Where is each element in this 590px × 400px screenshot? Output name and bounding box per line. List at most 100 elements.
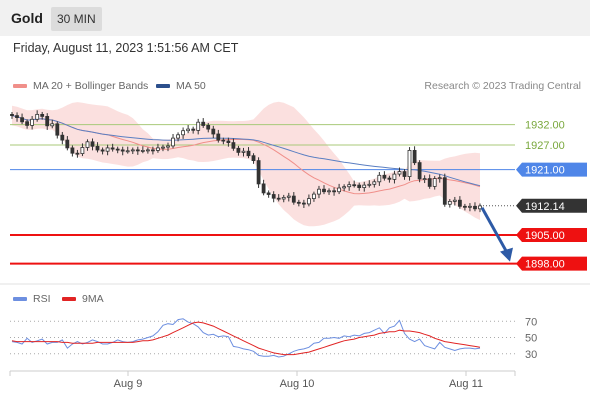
candle-body-10 — [60, 134, 65, 141]
candle-body-6 — [40, 114, 45, 117]
legend-bollinger: MA 20 + Bollinger Bands — [13, 80, 148, 92]
legend-rsi-swatch — [13, 297, 27, 301]
candle-body-67 — [347, 184, 352, 188]
candle-body-43 — [226, 140, 231, 144]
candle-body-29 — [155, 147, 160, 151]
candle-body-35 — [186, 128, 191, 132]
candle-body-85 — [437, 177, 442, 180]
candle-body-33 — [176, 134, 181, 139]
candle-body-72 — [372, 181, 377, 185]
candle-body-80 — [412, 149, 417, 164]
legend-rsi-ma: 9MA — [62, 293, 104, 305]
candle-body-52 — [271, 194, 276, 199]
candle-body-68 — [352, 184, 357, 187]
candle-body-77 — [397, 171, 402, 175]
candle-body-40 — [211, 128, 216, 135]
candle-body-92 — [473, 205, 477, 210]
level-label-1: 1927.00 — [525, 140, 565, 152]
candle-body-0 — [10, 114, 14, 117]
candle-body-2 — [20, 117, 25, 123]
x-tick-label-0: Aug 9 — [114, 378, 143, 390]
candle-body-78 — [402, 171, 407, 177]
candle-body-32 — [171, 137, 175, 147]
legend-ma50-label: MA 50 — [176, 80, 206, 92]
candle-body-45 — [236, 147, 241, 153]
x-tick-label-1: Aug 10 — [280, 378, 315, 390]
candle-body-57 — [296, 201, 301, 204]
candle-body-47 — [246, 150, 251, 157]
candle-body-39 — [206, 125, 211, 130]
legend-ma50: MA 50 — [156, 80, 206, 92]
candle-body-5 — [35, 114, 40, 120]
level-label-5: 1898.00 — [525, 259, 565, 271]
candle-body-86 — [442, 177, 447, 205]
timestamp: Friday, August 11, 2023 1:51:56 AM CET — [13, 41, 239, 55]
x-tick-label-2: Aug 11 — [449, 378, 483, 390]
candle-body-56 — [291, 195, 296, 203]
candle-body-3 — [25, 121, 30, 126]
candle-body-34 — [181, 130, 186, 136]
level-tag-3 — [516, 198, 587, 213]
rsi-tick-1: 50 — [525, 333, 537, 345]
candle-body-49 — [256, 160, 261, 185]
candle-body-25 — [135, 149, 140, 152]
candle-body-19 — [105, 147, 110, 152]
candle-body-73 — [377, 174, 382, 183]
candle-body-81 — [417, 162, 422, 180]
candle-body-69 — [357, 184, 362, 189]
candle-body-59 — [306, 198, 311, 205]
candle-body-44 — [231, 142, 236, 149]
candle-body-7 — [45, 116, 50, 127]
candle-body-28 — [150, 149, 155, 152]
candle-body-17 — [95, 145, 100, 151]
candle-body-62 — [322, 188, 326, 193]
candle-body-54 — [281, 196, 286, 200]
candle-body-74 — [382, 174, 387, 179]
forecast-arrow-head — [500, 247, 513, 262]
candle-body-41 — [216, 133, 221, 141]
candle-body-1 — [15, 115, 19, 118]
legend-ma50-swatch — [156, 84, 170, 88]
candle-body-31 — [166, 145, 170, 148]
candle-body-36 — [191, 128, 196, 131]
rsi-ma-line — [11, 321, 481, 356]
candle-body-55 — [286, 195, 291, 198]
candle-body-23 — [125, 150, 130, 153]
candle-body-38 — [201, 121, 206, 126]
instrument-title: Gold — [11, 10, 43, 26]
bollinger-band — [12, 101, 480, 227]
candle-body-71 — [367, 183, 372, 186]
legend-rsi: RSI — [13, 293, 51, 305]
candle-body-87 — [447, 200, 452, 205]
candle-body-75 — [387, 177, 392, 180]
candle-body-58 — [301, 202, 306, 205]
ma50-line — [11, 115, 481, 187]
level-label-4: 1905.00 — [525, 230, 565, 242]
candle-body-76 — [392, 173, 397, 180]
candle-body-83 — [427, 178, 432, 187]
legend-bollinger-label: MA 20 + Bollinger Bands — [33, 80, 149, 92]
candle-body-63 — [327, 190, 331, 193]
candle-body-24 — [130, 149, 135, 152]
candle-body-91 — [467, 205, 472, 208]
candle-body-8 — [50, 123, 55, 127]
level-tag-4 — [516, 227, 587, 242]
candle-body-50 — [261, 183, 266, 194]
legend-rsi-ma-swatch — [62, 297, 76, 301]
candle-body-37 — [196, 121, 201, 131]
level-label-0: 1932.00 — [525, 120, 565, 132]
candle-body-11 — [65, 139, 70, 149]
candle-body-48 — [251, 155, 256, 161]
candle-body-42 — [221, 139, 226, 142]
candle-body-89 — [457, 199, 462, 207]
candle-body-22 — [120, 149, 125, 152]
candle-body-66 — [342, 186, 347, 189]
candle-body-4 — [30, 118, 35, 126]
candle-body-79 — [407, 149, 412, 177]
legend-rsi-label: RSI — [33, 293, 51, 305]
forecast-arrow-shaft — [480, 207, 509, 254]
level-tag-5 — [516, 256, 587, 271]
candle-body-13 — [75, 152, 80, 155]
timeframe-button[interactable]: 30 MIN — [51, 7, 102, 31]
